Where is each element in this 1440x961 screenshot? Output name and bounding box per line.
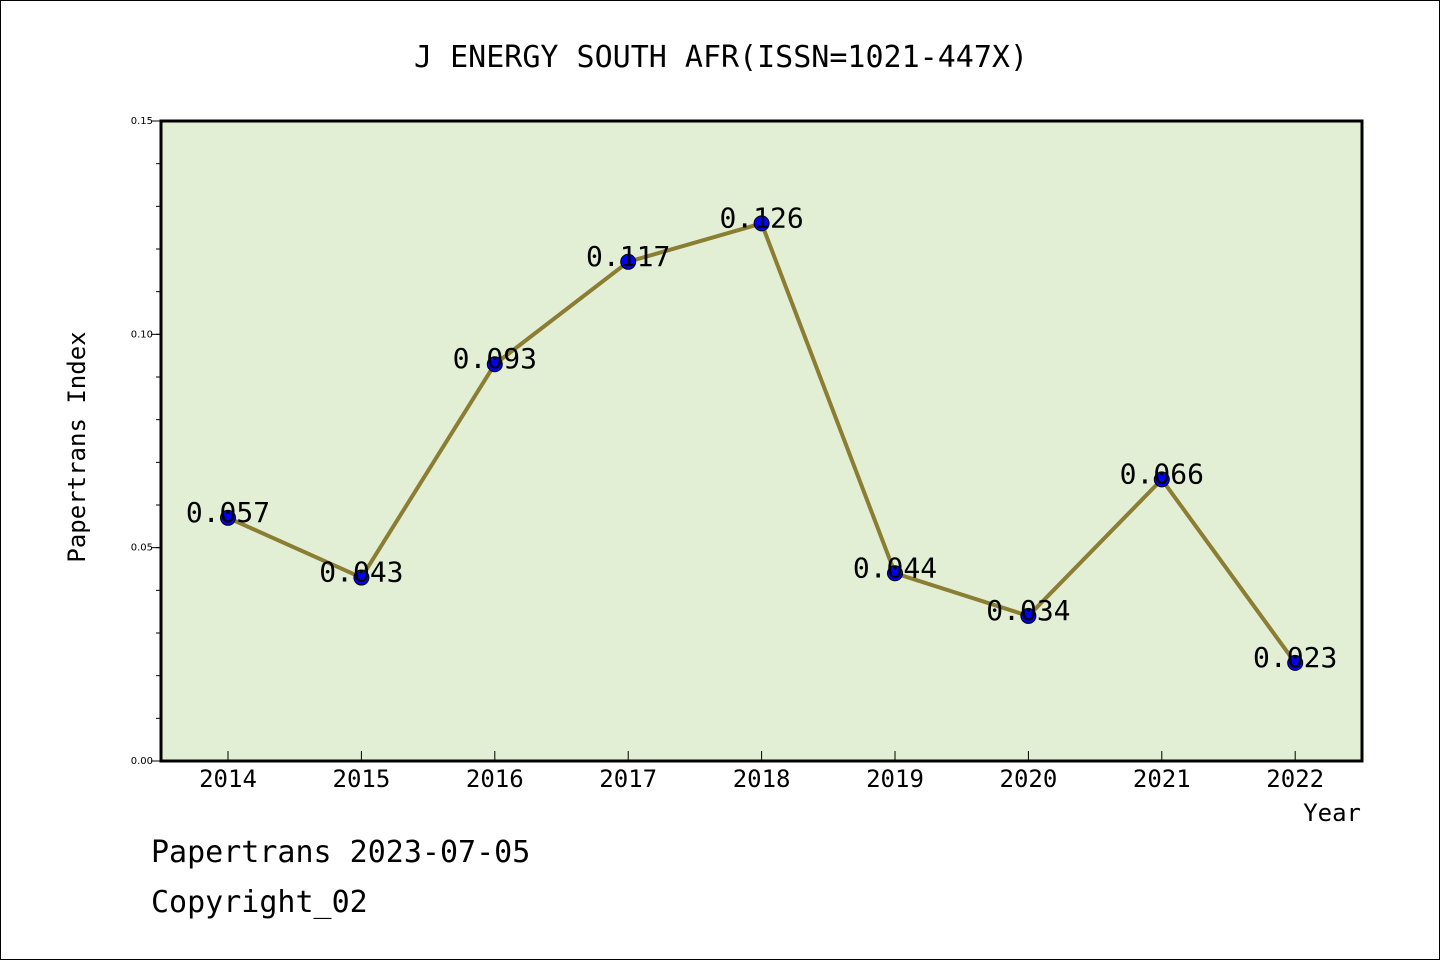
x-axis-ticks: 2014 2015 2016 2017 2018 2019 2020 2021 2022 bbox=[199, 751, 1324, 793]
x-tick-label: 2015 bbox=[333, 765, 391, 793]
data-label: 0.066 bbox=[1120, 457, 1204, 490]
data-labels: 0.057 0.043 0.093 0.117 0.126 0.044 0.034 0.066… bbox=[186, 201, 1337, 673]
data-point-marker bbox=[486, 356, 503, 373]
y-tick-label: 0.05 bbox=[131, 543, 153, 554]
x-tick-label: 2014 bbox=[199, 765, 257, 793]
data-label: 0.034 bbox=[986, 594, 1070, 627]
y-tick-label: 0.00 bbox=[131, 756, 153, 767]
footer-date: Papertrans 2023-07-05 bbox=[151, 835, 531, 870]
x-tick-label: 2016 bbox=[466, 765, 524, 793]
data-label: 0.044 bbox=[853, 551, 937, 584]
data-point-marker bbox=[753, 215, 770, 232]
data-label: 0.043 bbox=[319, 556, 403, 589]
data-label: 0.126 bbox=[719, 201, 803, 234]
x-axis-label: Year bbox=[1303, 799, 1361, 827]
x-tick-label: 2017 bbox=[599, 765, 657, 793]
data-point-marker bbox=[887, 565, 903, 582]
y-axis-ticks: 0.00 0.05 0.10 0.15 bbox=[131, 116, 161, 767]
footer-copyright: Copyright_02 bbox=[151, 885, 368, 920]
x-tick-label: 2021 bbox=[1133, 765, 1191, 793]
data-label: 0.117 bbox=[586, 240, 670, 273]
chart-title: J ENERGY SOUTH AFR(ISSN=1021-447X) bbox=[414, 40, 1028, 75]
y-tick-label: 0.15 bbox=[131, 116, 153, 127]
data-label: 0.093 bbox=[453, 342, 537, 375]
data-point-marker bbox=[1153, 471, 1170, 488]
x-tick-label: 2019 bbox=[866, 765, 924, 793]
x-tick-label: 2022 bbox=[1266, 765, 1324, 793]
data-label: 0.057 bbox=[186, 496, 270, 529]
data-point-marker bbox=[1287, 654, 1304, 671]
data-point-marker bbox=[620, 253, 637, 270]
x-tick-label: 2020 bbox=[1000, 765, 1058, 793]
y-tick-label: 0.10 bbox=[131, 329, 153, 340]
data-label: 0.023 bbox=[1253, 641, 1337, 674]
data-point-marker bbox=[220, 509, 236, 526]
data-point-marker bbox=[1020, 607, 1037, 624]
data-point-marker bbox=[353, 569, 370, 586]
series-papertrans-index bbox=[220, 215, 1304, 671]
x-tick-label: 2018 bbox=[733, 765, 791, 793]
y-axis-label: Papertrans Index bbox=[63, 331, 91, 562]
